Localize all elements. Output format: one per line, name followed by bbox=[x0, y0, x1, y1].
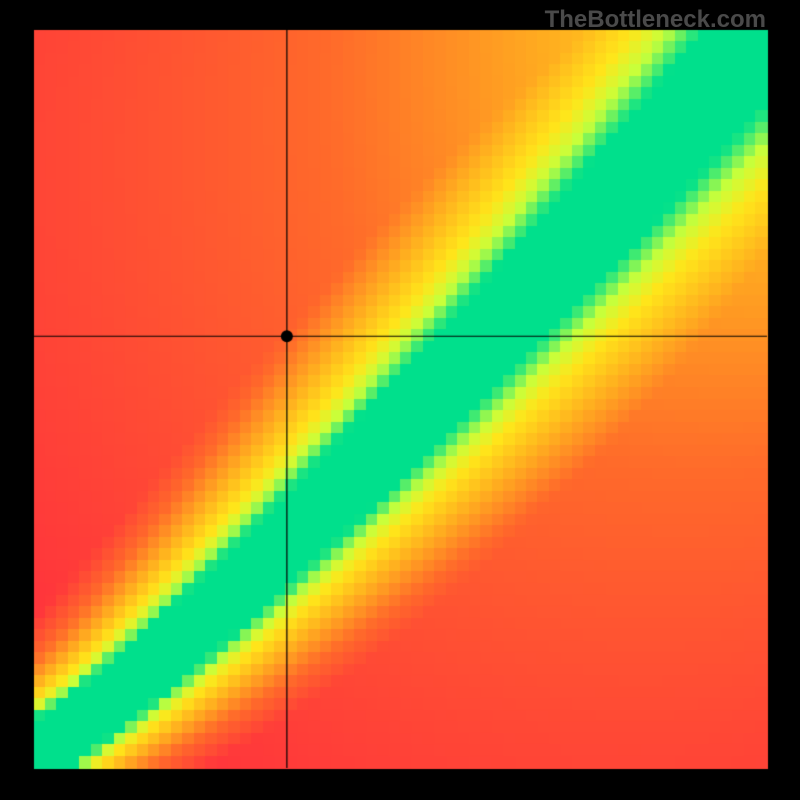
watermark-text: TheBottleneck.com bbox=[545, 6, 766, 34]
bottleneck-heatmap bbox=[0, 0, 800, 800]
chart-container: { "canvas": { "width": 800, "height": 80… bbox=[0, 0, 800, 800]
